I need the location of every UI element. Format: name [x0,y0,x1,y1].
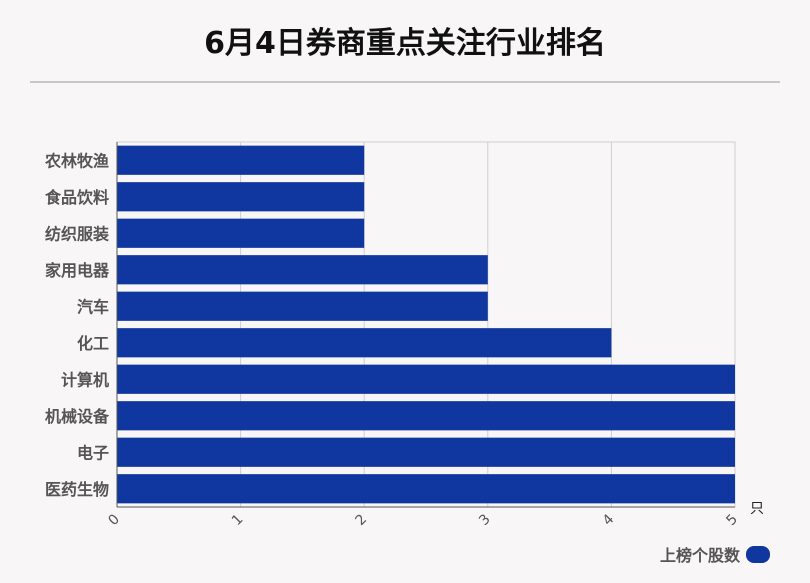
legend: 上榜个股数 [660,542,770,566]
x-tick-label-2: 2 [353,511,371,529]
bar-3 [117,255,488,285]
title-divider [30,81,780,83]
category-label-4: 汽车 [77,297,109,316]
category-label-5: 化工 [77,334,109,353]
bar-9 [117,474,735,504]
legend-swatch [746,545,770,563]
category-label-1: 食品饮料 [44,188,109,207]
x-tick-label-3: 3 [476,511,494,529]
bar-2 [117,218,365,248]
legend-label: 上榜个股数 [659,546,740,565]
chart-title: 6月4日券商重点关注行业排名 [204,26,606,61]
x-tick-label-5: 5 [723,511,741,529]
x-tick-label-1: 1 [229,511,247,529]
bar-6 [117,364,735,394]
bar-8 [117,437,735,467]
category-label-7: 机械设备 [45,407,110,426]
category-label-0: 农林牧渔 [44,151,109,170]
bar-4 [117,291,488,321]
bar-0 [117,145,365,175]
category-label-2: 纺织服装 [45,224,109,243]
x-tick-label-4: 4 [600,511,618,529]
bar-7 [117,401,735,431]
category-label-3: 家用电器 [45,261,110,280]
x-tick-label-0: 0 [105,511,123,529]
bar-5 [117,328,612,358]
bar-1 [117,182,365,212]
category-label-9: 医药生物 [45,480,109,499]
category-label-6: 计算机 [61,370,109,389]
x-unit-label: 只 [750,501,764,517]
category-label-8: 电子 [77,443,109,462]
